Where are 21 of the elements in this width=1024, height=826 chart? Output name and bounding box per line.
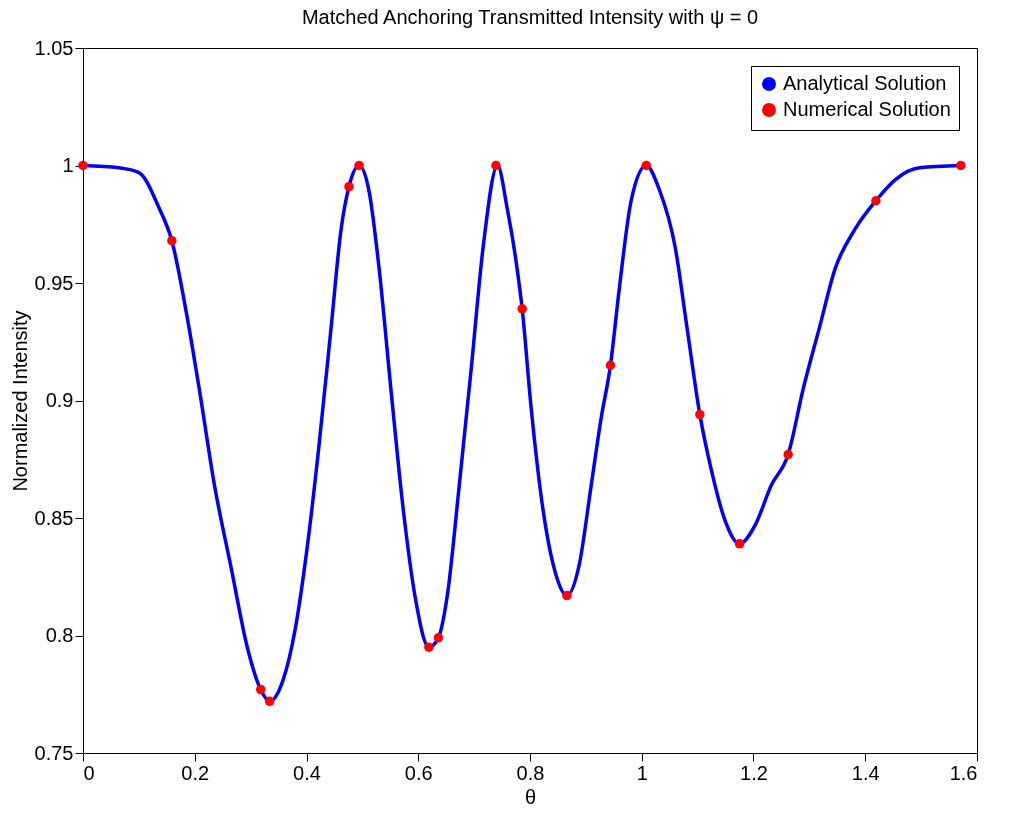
x-tick-label: 0.2 bbox=[181, 761, 210, 784]
y-tick-label: 0.95 bbox=[34, 271, 74, 294]
y-tick-label: 0.8 bbox=[45, 624, 74, 646]
y-tick-label: 0.75 bbox=[34, 741, 74, 764]
y-tick-label: 1.05 bbox=[34, 36, 74, 59]
legend-label: Numerical Solution bbox=[783, 98, 951, 120]
x-tick-label: 1.2 bbox=[740, 761, 768, 784]
x-tick-label: 1 bbox=[636, 761, 648, 784]
x-axis-title: θ bbox=[524, 785, 537, 808]
y-tick-label: 1 bbox=[62, 154, 74, 176]
x-tick-label: 1.6 bbox=[949, 761, 978, 784]
y-axis-title: Normalized Intensity bbox=[8, 310, 31, 492]
legend-label: Analytical Solution bbox=[783, 72, 947, 94]
x-tick-label: 0.8 bbox=[516, 761, 545, 784]
chart-title: Matched Anchoring Transmitted Intensity with ψ = 0 bbox=[301, 6, 759, 28]
x-tick-label: 0 bbox=[83, 761, 95, 784]
x-tick-label: 0.4 bbox=[293, 761, 321, 784]
y-tick-label: 0.85 bbox=[34, 506, 74, 529]
x-tick-label: 0.6 bbox=[404, 761, 433, 784]
y-tick-label: 0.9 bbox=[45, 389, 74, 411]
x-tick-label: 1.4 bbox=[851, 761, 880, 784]
